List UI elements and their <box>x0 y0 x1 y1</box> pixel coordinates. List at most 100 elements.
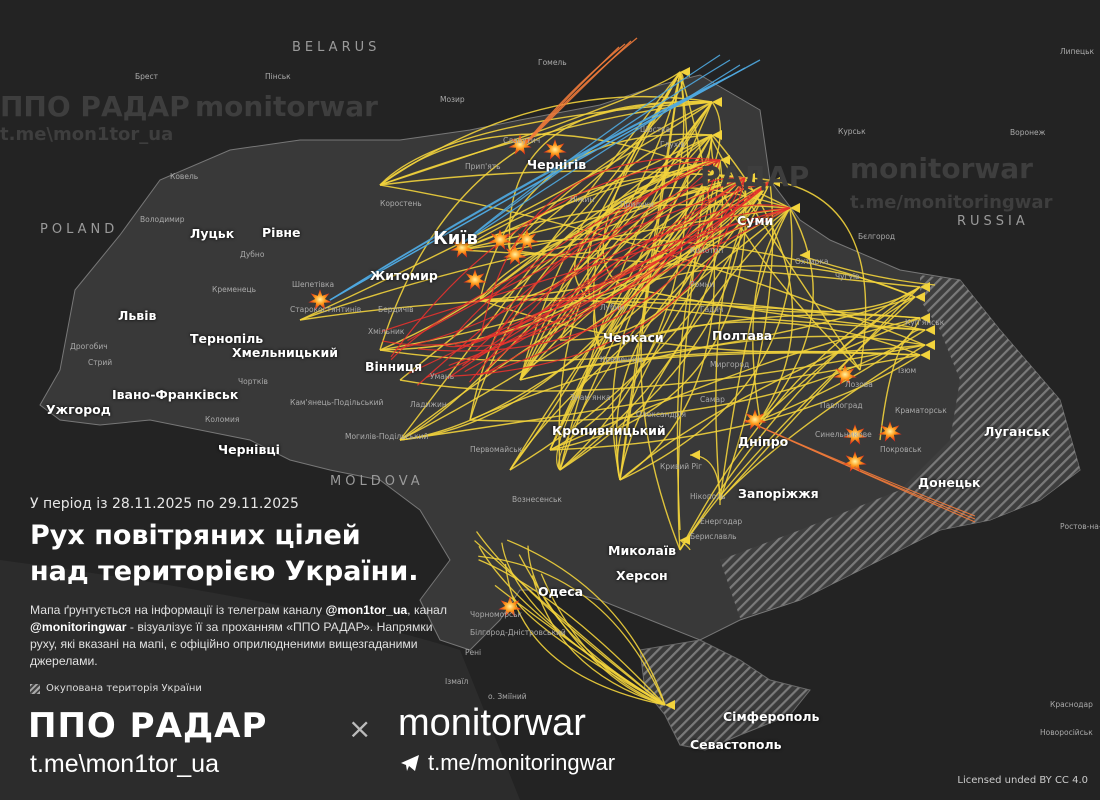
city-label: Запоріжжя <box>738 486 819 501</box>
town-label: Пінськ <box>265 72 291 81</box>
flight-track <box>759 207 814 421</box>
town-label: Ковель <box>170 172 199 181</box>
flight-track <box>462 177 746 367</box>
flight-track <box>509 181 771 471</box>
city-label: Львів <box>118 308 157 323</box>
city-label: Дніпро <box>738 434 789 449</box>
flight-track <box>509 207 791 471</box>
entry-arrow-icon <box>925 340 935 350</box>
explosion-icon <box>543 139 567 160</box>
flight-track <box>416 159 721 386</box>
town-label: Самар <box>700 395 725 404</box>
watermark: РАДАР <box>700 160 810 193</box>
flight-track <box>509 101 713 251</box>
flight-track <box>488 177 746 372</box>
town-label: Куп'янськ <box>905 318 945 327</box>
flight-track <box>417 177 746 352</box>
town-label: Шостка <box>640 125 671 134</box>
city-label: Херсон <box>616 568 668 583</box>
town-label: Нікополь <box>690 492 726 501</box>
town-label: Курськ <box>838 127 866 136</box>
entry-arrow-icon <box>680 535 690 545</box>
town-label: Могилів-Подільський <box>345 432 429 441</box>
flight-track <box>504 563 666 706</box>
flight-track <box>471 181 771 344</box>
mon1tor-link[interactable]: t.me\mon1tor_ua <box>30 750 219 778</box>
flight-track <box>719 286 921 501</box>
town-label: Прип'ять <box>465 162 501 171</box>
flight-track <box>599 314 921 351</box>
city-label: Севастополь <box>690 737 782 752</box>
city-label: Чернівці <box>218 442 280 457</box>
city-label: Полтава <box>712 328 773 343</box>
flight-track <box>379 296 916 362</box>
description: Мапа ґрунтується на інформації із телегр… <box>30 602 455 670</box>
flight-track <box>540 573 666 706</box>
desc-text: Мапа ґрунтується на інформації із телегр… <box>30 603 326 617</box>
town-label: Стрий <box>88 358 113 367</box>
sea-shade <box>0 560 520 800</box>
flight-track <box>299 101 713 321</box>
town-label: Білгород-Дністровський <box>470 628 566 637</box>
explosions <box>308 134 902 617</box>
town-label: Енергодар <box>700 517 743 526</box>
entry-arrow-icon <box>680 67 690 77</box>
explosion-icon <box>450 237 474 258</box>
town-label: Гомель <box>538 58 567 67</box>
entry-arrow-icon <box>690 450 700 460</box>
flight-track <box>531 575 666 706</box>
city-label: Київ <box>433 228 478 249</box>
flight-track <box>478 555 666 706</box>
channel-monitoringwar[interactable]: @monitoringwar <box>30 620 127 634</box>
flight-track <box>519 40 632 151</box>
flight-track <box>390 159 721 358</box>
watermark: monitorwar <box>850 152 1033 185</box>
flight-track <box>442 177 746 348</box>
entry-arrow-icon <box>920 350 930 360</box>
flight-track <box>679 539 691 551</box>
flight-track <box>464 181 771 373</box>
flight-track <box>399 181 771 441</box>
explosion-icon <box>488 229 512 250</box>
explosion-icon <box>308 289 332 310</box>
town-label: Ладижин <box>410 400 447 409</box>
country-label: RUSSIA <box>957 214 1029 229</box>
town-label: Чорноморськ <box>470 610 523 619</box>
city-label: Ужгород <box>46 402 111 417</box>
town-label: Кривий Ріг <box>660 462 703 471</box>
city-label: Сімферополь <box>723 709 820 724</box>
flight-track <box>329 83 716 301</box>
monitoringwar-link[interactable]: t.me/monitoringwar <box>400 750 615 776</box>
town-label: Ромни <box>690 280 715 289</box>
hatch-swatch <box>30 683 40 694</box>
flight-track <box>509 101 713 471</box>
channel-mon1tor[interactable]: @mon1tor_ua <box>325 603 408 617</box>
flight-track <box>459 249 921 288</box>
occupied-territory <box>720 275 1080 618</box>
town-label: Покровськ <box>880 445 922 454</box>
legend: Окупована територія України <box>30 683 202 694</box>
flight-track <box>459 54 721 246</box>
explosion-icon <box>508 134 532 155</box>
city-label: Чернігів <box>527 157 587 172</box>
page-title: Рух повітряних цілей над територією Укра… <box>30 518 450 590</box>
town-label: Брест <box>135 72 159 81</box>
city-label: Вінниця <box>365 359 423 374</box>
town-label: Бериславль <box>690 532 737 541</box>
explosion-icon <box>515 229 539 250</box>
town-label: Коломия <box>205 415 240 424</box>
entry-arrow-icon <box>800 250 810 260</box>
flight-track <box>381 207 791 332</box>
city-label: Рівне <box>262 225 301 240</box>
flight-track <box>519 350 921 381</box>
town-label: Глухів <box>660 140 685 149</box>
flight-track <box>519 71 681 381</box>
crimea-occupied <box>639 639 811 751</box>
flight-track <box>475 207 791 351</box>
flight-track <box>399 344 926 392</box>
town-label: Бердичів <box>378 305 414 314</box>
country-label: BELARUS <box>292 40 381 55</box>
flight-track <box>478 559 666 706</box>
flight-track <box>390 177 746 361</box>
town-label: Старокостянтинів <box>290 305 362 314</box>
